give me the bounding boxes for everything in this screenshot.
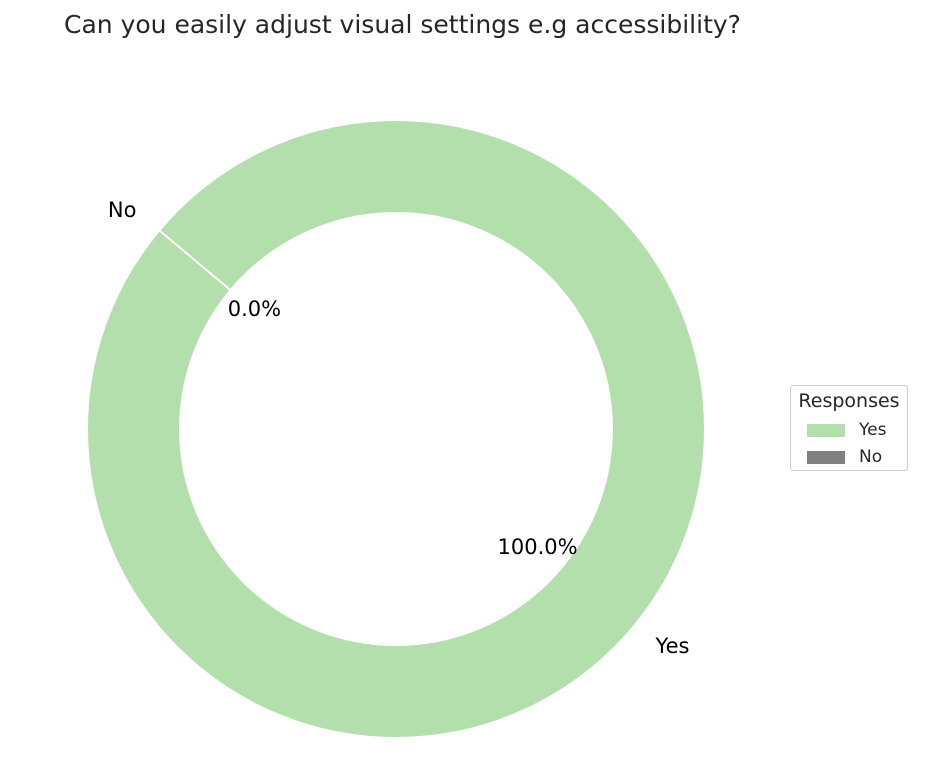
legend: Responses Yes No [790,385,908,471]
legend-item-yes: Yes [807,420,886,440]
slice-labels: Yes 100.0% No 0.0% [108,198,690,658]
slice-label-yes: Yes [655,634,690,658]
legend-label-no: No [859,447,883,467]
legend-item-no: No [807,447,882,467]
legend-title: Responses [798,390,900,412]
slice-percent-no: 0.0% [228,297,281,321]
legend-swatch-yes [807,423,845,437]
legend-swatch-no [807,450,845,464]
legend-label-yes: Yes [859,420,887,440]
donut-slice-yes [88,121,704,737]
slice-boundary-no [159,230,231,291]
slice-percent-yes: 100.0% [498,535,578,559]
donut-slices [88,121,704,737]
chart-title: Can you easily adjust visual settings e.… [64,10,741,39]
slice-label-no: No [108,198,137,222]
